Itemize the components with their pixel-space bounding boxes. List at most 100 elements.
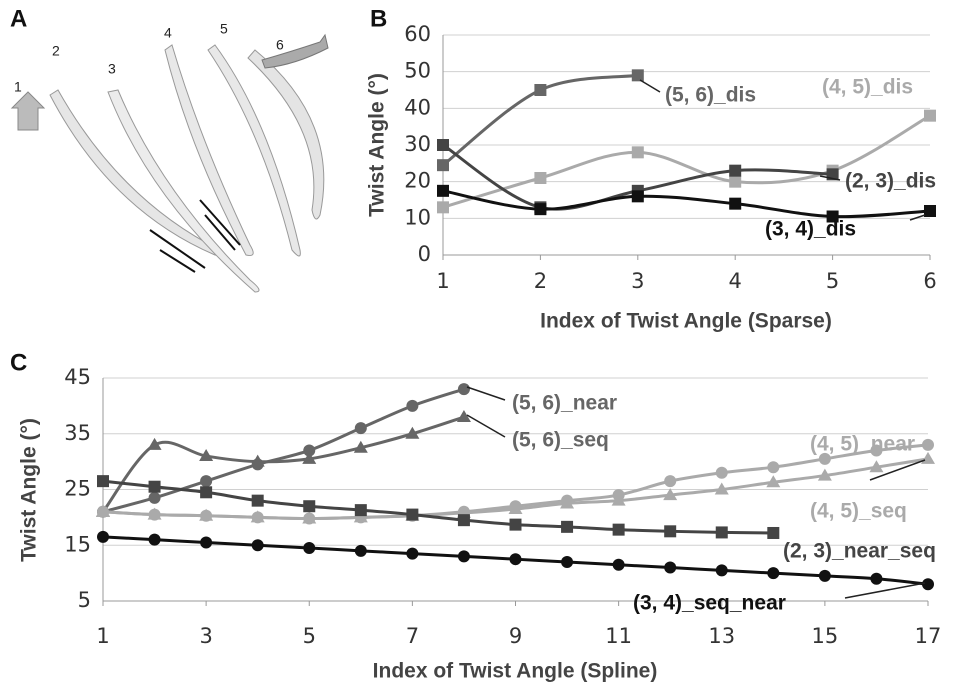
marker (714, 482, 729, 495)
panel-letter: B (370, 5, 387, 32)
y-tick-label: 5 (78, 588, 91, 612)
motion-arrows (149, 199, 241, 273)
marker (766, 475, 781, 488)
series-label: (4, 5)_near (810, 433, 915, 456)
marker (96, 504, 110, 517)
marker (509, 518, 522, 531)
marker (561, 555, 574, 568)
marker (924, 109, 936, 122)
marker (561, 520, 574, 533)
y-tick-label: 20 (404, 169, 431, 193)
marker (767, 567, 780, 580)
marker (534, 203, 547, 216)
series-label: (2, 3)_dis (845, 170, 936, 193)
marker (97, 475, 109, 488)
x-tick-label: 7 (406, 624, 419, 648)
leader-line (844, 582, 926, 599)
marker (612, 558, 625, 571)
y-tick-label: 60 (404, 22, 431, 46)
marker (406, 508, 419, 521)
y-tick-label: 25 (64, 477, 91, 501)
marker (767, 461, 780, 474)
leader-line (819, 175, 841, 181)
y-tick-label: 30 (404, 132, 431, 156)
marker (631, 146, 644, 159)
marker (818, 452, 831, 465)
series-label: (3, 4)_dis (765, 218, 856, 241)
marker (406, 547, 419, 560)
x-tick-label: 15 (812, 624, 839, 648)
segment-shape (207, 44, 301, 257)
x-tick-label: 5 (826, 269, 839, 293)
x-axis-label: Index of Twist Angle (Sparse) (540, 310, 832, 333)
marker (611, 493, 626, 506)
marker (405, 426, 420, 439)
leader-line (466, 414, 506, 438)
marker (200, 486, 213, 499)
marker (922, 438, 934, 451)
x-tick-label: 17 (915, 624, 942, 648)
marker (353, 440, 368, 453)
y-tick-label: 35 (64, 421, 91, 445)
marker (612, 523, 625, 536)
panel-letter: C (10, 349, 27, 376)
marker (199, 449, 214, 462)
marker (437, 159, 449, 172)
marker (729, 164, 742, 177)
series-label: (2, 3)_near_seq (783, 540, 936, 563)
series-label: (3, 4)_seq_near (633, 592, 786, 615)
x-tick-label: 1 (96, 624, 109, 648)
marker (199, 508, 214, 521)
x-tick-label: 13 (708, 624, 735, 648)
marker (251, 539, 264, 552)
marker (200, 475, 213, 488)
leader-line (466, 386, 506, 401)
leader-line (869, 459, 926, 481)
marker (767, 526, 780, 539)
segment-shape (164, 44, 254, 256)
segment-shape (107, 89, 260, 293)
marker (870, 572, 883, 585)
marker (664, 561, 677, 574)
marker (354, 504, 367, 517)
y-tick-label: 45 (64, 365, 91, 389)
marker (147, 437, 162, 450)
marker (147, 507, 162, 520)
marker (818, 569, 831, 582)
series-label: (4, 5)_seq (810, 500, 907, 523)
segment-shape (247, 49, 325, 220)
segment-label: 3 (108, 61, 116, 77)
x-tick-label: 6 (923, 269, 936, 293)
marker (869, 460, 884, 473)
marker (406, 399, 419, 412)
marker (250, 454, 265, 467)
x-tick-label: 9 (509, 624, 522, 648)
series-label: (5, 6)_dis (665, 84, 756, 107)
marker (921, 451, 935, 464)
marker (817, 468, 832, 481)
marker (631, 69, 644, 82)
marker (456, 410, 471, 423)
marker (870, 444, 883, 457)
marker (663, 488, 678, 501)
marker (148, 491, 161, 504)
segment-label: 6 (276, 37, 284, 53)
segment-label: 1 (14, 79, 22, 95)
panel-letter: A (10, 5, 27, 32)
marker (457, 383, 470, 396)
series-label: (4, 5)_dis (822, 76, 913, 99)
series-label: (5, 6)_seq (512, 429, 609, 452)
x-axis-label: Index of Twist Angle (Spline) (373, 660, 658, 683)
y-tick-label: 15 (64, 532, 91, 556)
marker (303, 542, 316, 555)
marker (664, 475, 677, 488)
series-line (442, 189, 931, 219)
segment-label: 2 (52, 43, 60, 59)
marker (250, 510, 265, 523)
marker (509, 553, 522, 566)
marker (302, 451, 317, 464)
marker (560, 496, 575, 509)
marker (303, 500, 316, 513)
marker (534, 84, 547, 96)
